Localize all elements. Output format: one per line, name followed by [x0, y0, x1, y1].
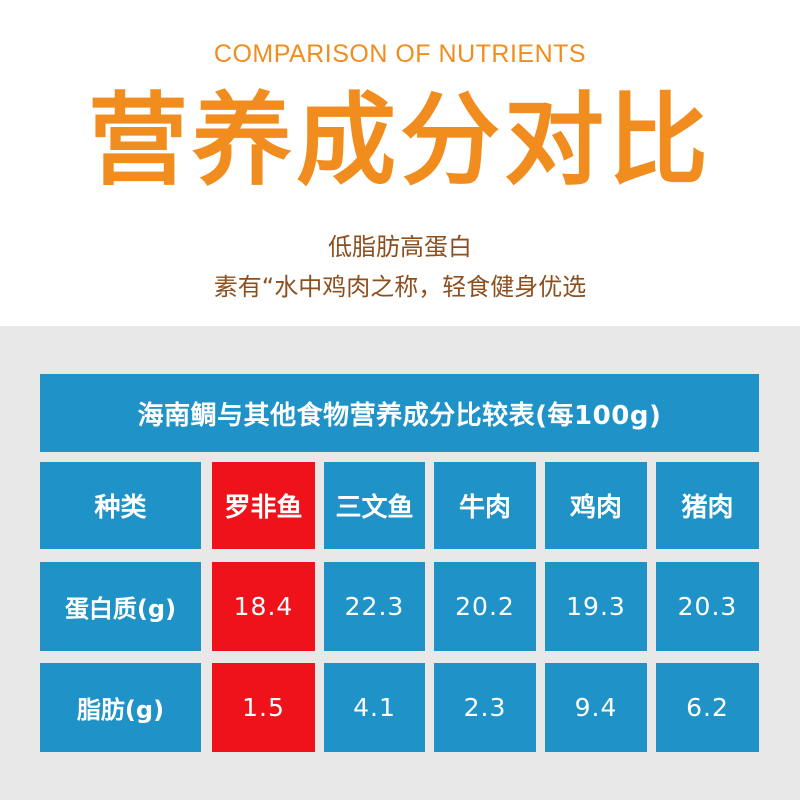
row-label-protein: 蛋白质(g): [40, 562, 201, 651]
protein-value-tilapia: 18.4: [212, 562, 315, 651]
fat-value-tilapia: 1.5: [212, 663, 315, 752]
header-section: COMPARISON OF NUTRIENTS 营养成分对比 低脂肪高蛋白 素有…: [0, 0, 800, 326]
fat-value-beef: 2.3: [434, 663, 536, 752]
header-cell-category: 种类: [40, 462, 201, 549]
protein-value-pork: 20.3: [656, 562, 759, 651]
subtitle-line-2: 素有“水中鸡肉之称，轻食健身优选: [213, 273, 587, 301]
protein-value-beef: 20.2: [434, 562, 536, 651]
chinese-title: 营养成分对比: [88, 82, 712, 199]
table-title: 海南鲷与其他食物营养成分比较表(每100g): [40, 374, 759, 452]
protein-value-chicken: 19.3: [545, 562, 647, 651]
subtitle-line-1: 低脂肪高蛋白: [328, 233, 472, 261]
header-cell-salmon: 三文鱼: [324, 462, 425, 549]
english-title: COMPARISON OF NUTRIENTS: [213, 40, 587, 68]
protein-value-salmon: 22.3: [324, 562, 425, 651]
header-cell-tilapia: 罗非鱼: [212, 462, 315, 549]
row-label-fat: 脂肪(g): [40, 663, 201, 752]
header-cell-chicken: 鸡肉: [545, 462, 647, 549]
fat-value-pork: 6.2: [656, 663, 759, 752]
fat-value-salmon: 4.1: [324, 663, 425, 752]
fat-value-chicken: 9.4: [545, 663, 647, 752]
header-cell-beef: 牛肉: [434, 462, 536, 549]
header-cell-pork: 猪肉: [656, 462, 759, 549]
